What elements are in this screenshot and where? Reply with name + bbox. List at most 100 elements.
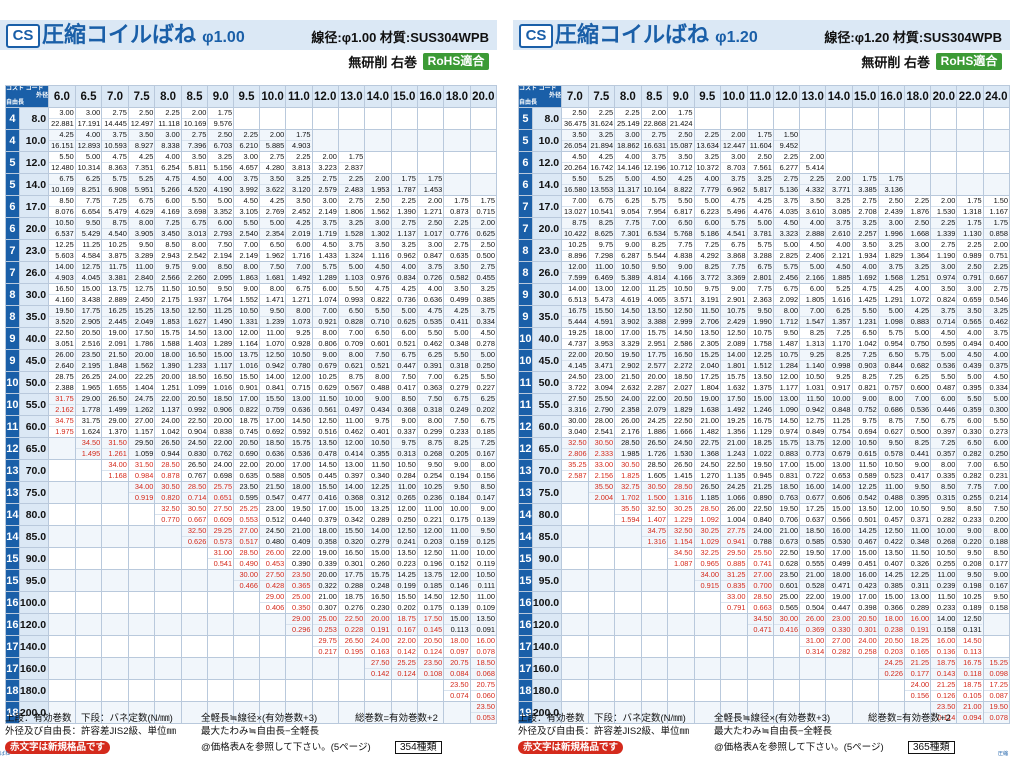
material-spec: 線径:φ1.20 材質:SUS304WPB <box>824 30 1002 45</box>
spring-rate: 1.022 <box>748 448 772 459</box>
spec-cell <box>74 657 103 680</box>
spring-rate: 1.092 <box>695 514 720 525</box>
spring-rate: 0.288 <box>339 580 364 591</box>
active-coils: 1.50 <box>783 130 799 140</box>
spring-rate: 1.331 <box>234 316 258 327</box>
active-coils: 15.00 <box>884 592 903 602</box>
spec-cell: 11.50 2.175 <box>154 283 182 306</box>
spec-cell: 34.75 1.316 <box>640 525 669 548</box>
table-row: 11 60.0 34.75 1.975 31.75 1.624 29.00 1.370 27.0… <box>5 415 498 438</box>
spring-rate: 0.600 <box>905 382 930 393</box>
spring-rate: 0.060 <box>471 690 495 701</box>
spec-cell: 18.50 2.027 <box>667 371 695 394</box>
active-coils: 4.00 <box>625 152 640 162</box>
active-coils: 4.00 <box>85 130 101 140</box>
spec-cell: 4.00 1.692 <box>851 261 879 284</box>
active-coils: 9.50 <box>967 570 982 580</box>
active-coils: 3.00 <box>914 240 930 250</box>
spec-cell: 2.00 3.223 <box>311 151 339 174</box>
active-coils: 12.00 <box>450 570 469 580</box>
spring-rate: 0.268 <box>931 536 956 547</box>
cost-code: 6 <box>5 195 20 218</box>
spring-rate: 1.953 <box>365 184 390 195</box>
cost-code: 10 <box>5 393 20 416</box>
spring-rate: 0.677 <box>800 492 825 503</box>
spring-rate: 0.471 <box>826 580 851 591</box>
active-coils: 11.00 <box>397 482 416 492</box>
spring-rate: 0.411 <box>444 316 469 327</box>
spring-rate: 0.365 <box>286 580 311 591</box>
spring-rate: 0.126 <box>931 690 956 701</box>
active-coils: 26.00 <box>621 416 640 426</box>
active-coils: 28.50 <box>700 504 720 514</box>
spec-cell: 3.25 1.829 <box>877 239 905 262</box>
spec-cell: 3.50 1.116 <box>364 239 392 262</box>
active-coils: 5.50 <box>454 350 469 360</box>
active-coils: 14.00 <box>832 482 851 492</box>
spec-cell: 19.00 2.091 <box>101 327 129 350</box>
spec-cell: 6.00 1.074 <box>311 283 339 306</box>
spec-cell: 9.50 3.289 <box>127 239 156 262</box>
spring-rate: 4.035 <box>774 206 799 217</box>
spring-rate: 0.330 <box>957 426 982 437</box>
spec-cell: 9.50 1.239 <box>258 305 287 328</box>
active-coils: 2.25 <box>967 240 982 250</box>
active-coils: 23.50 <box>936 702 956 712</box>
active-coils: 17.00 <box>265 416 285 426</box>
free-length: 14.0 <box>531 173 563 196</box>
table-row: 11 50.0 24.50 3.722 23.00 3.094 21.50 2.632 20.0… <box>518 371 1010 394</box>
spring-rate: 0.848 <box>826 404 851 415</box>
table-row: 16 120.0 29.00 0.296 25.00 0.253 22.50 0.228 20.… <box>5 613 498 636</box>
active-coils: 3.25 <box>598 130 614 140</box>
active-coils: 17.50 <box>727 394 746 404</box>
spec-cell <box>48 547 76 570</box>
spring-rate: 1.975 <box>49 426 74 437</box>
table-row: 16 100.0 29.00 0.406 25.00 0.350 21.00 0.307 18.… <box>5 591 498 614</box>
active-coils: 21.00 <box>318 592 337 602</box>
spec-cell <box>561 481 589 504</box>
spec-cell <box>693 107 722 130</box>
spec-cell: 24.00 1.655 <box>101 371 129 394</box>
spring-rate: 0.145 <box>418 624 443 635</box>
spring-rate: 1.029 <box>695 536 720 547</box>
spec-cell: 22.00 0.762 <box>207 437 235 460</box>
active-coils: 13.75 <box>108 284 127 294</box>
spec-cell: 18.50 0.763 <box>772 481 801 504</box>
active-coils: 5.75 <box>322 262 337 272</box>
header-row: コスト コード 外径 自由長 7.0 7.5 8.0 8.5 9.0 9.5 10.0 11.0 12… <box>517 85 1010 108</box>
active-coils: 19.50 <box>621 350 640 360</box>
spec-cell: 20.00 1.251 <box>154 371 182 394</box>
spec-cell <box>851 151 879 174</box>
header-corner: コスト コード 外径 自由長 <box>4 85 50 108</box>
spring-rate: 0.480 <box>260 536 285 547</box>
spring-rate: 1.853 <box>155 316 180 327</box>
spring-rate: 0.255 <box>957 492 982 503</box>
active-coils: 21.50 <box>621 372 640 382</box>
spec-cell: 10.50 0.284 <box>390 459 418 482</box>
spec-cell: 9.75 2.566 <box>154 261 182 284</box>
spec-cell: 24.00 0.163 <box>364 635 392 658</box>
spec-cell: 6.75 0.249 <box>443 393 471 416</box>
spec-cell: 8.25 0.205 <box>443 437 471 460</box>
spring-rate: 4.476 <box>748 206 772 217</box>
active-coils: 8.25 <box>454 438 469 448</box>
active-coils: 34.75 <box>647 526 667 536</box>
spec-cell: 2.25 0.667 <box>982 261 1010 284</box>
spec-cell: 24.50 3.722 <box>561 371 589 394</box>
spec-cell: 6.25 0.202 <box>469 393 498 416</box>
spring-rate: 9.452 <box>774 140 799 151</box>
spec-cell: 12.75 0.849 <box>799 415 827 438</box>
spec-cell: 6.50 0.601 <box>364 327 392 350</box>
spring-rate: 1.886 <box>642 426 667 437</box>
spring-rate: 3.698 <box>182 206 207 217</box>
spec-cell: 4.50 0.334 <box>982 371 1010 394</box>
legend: 上段：有効巻数 下段：バネ定数(N/㎜) 全軽長≒線径×(有効巻数+3) 総巻数=有… <box>5 712 495 754</box>
spring-rate: 0.573 <box>208 536 233 547</box>
active-coils: 15.00 <box>81 284 101 294</box>
cost-code: 14 <box>5 503 20 526</box>
spec-cell <box>825 151 853 174</box>
spring-rate: 0.228 <box>339 624 364 635</box>
spec-cell <box>416 129 445 152</box>
active-coils: 22.50 <box>753 504 772 514</box>
spring-rate: 3.051 <box>49 338 74 349</box>
